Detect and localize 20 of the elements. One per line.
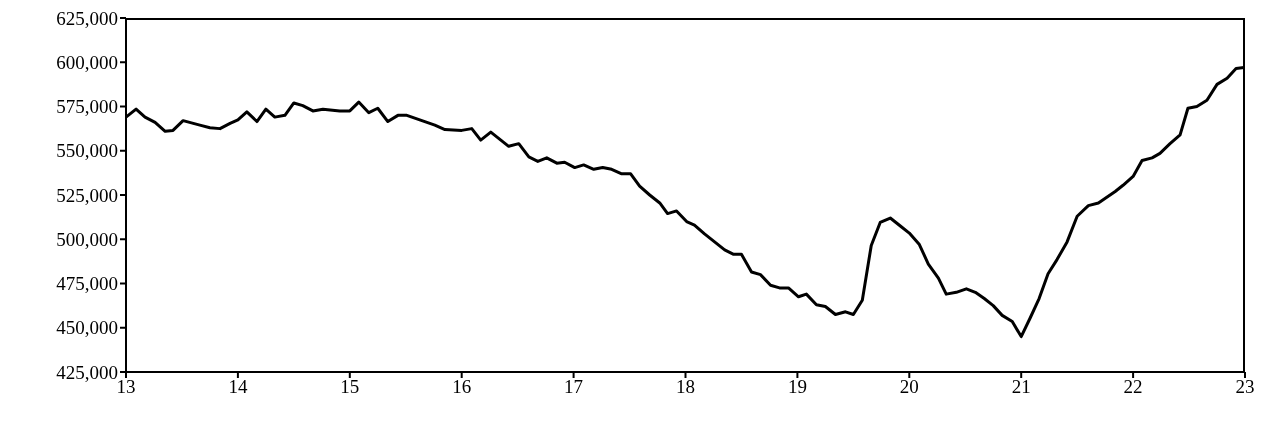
x-tick-label: 20 [899,376,919,398]
x-tick-label: 23 [1235,376,1255,398]
y-tick-label: 550,000 [56,140,118,162]
y-tick-label: 625,000 [56,7,118,29]
y-tick-label: 475,000 [56,273,118,295]
y-tick-label: 500,000 [56,228,118,250]
y-tick-label: 525,000 [56,184,118,206]
x-tick-label: 13 [116,376,136,398]
x-tick-label: 18 [676,376,695,398]
y-tick-label: 575,000 [56,96,118,118]
y-tick-label: 425,000 [56,361,118,383]
y-tick-label: 450,000 [56,317,118,339]
x-tick-label: 19 [787,376,807,398]
x-tick-label: 21 [1011,376,1031,398]
x-tick-label: 14 [228,376,248,398]
y-tick-label: 600,000 [56,51,118,73]
x-tick-label: 16 [452,376,472,398]
x-tick-label: 17 [564,376,584,398]
x-tick-label: 22 [1123,376,1143,398]
x-tick-label: 15 [340,376,360,398]
